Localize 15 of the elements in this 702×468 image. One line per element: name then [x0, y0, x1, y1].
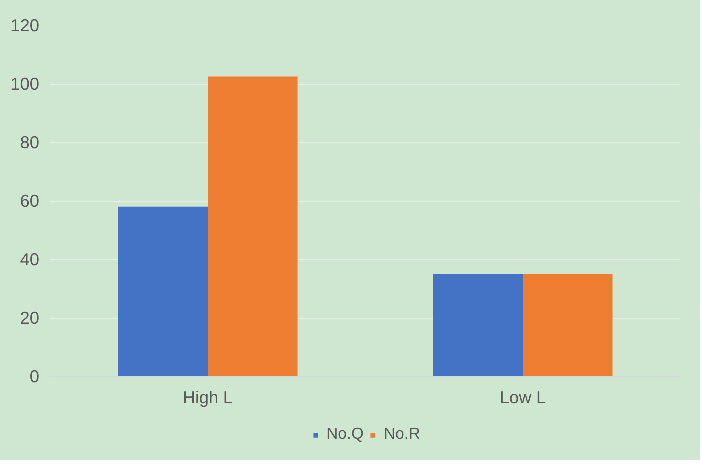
bar — [433, 274, 523, 376]
legend-label: No.R — [384, 426, 420, 444]
y-tick-label: 40 — [20, 250, 40, 270]
y-tick-label: 60 — [20, 191, 40, 211]
legend-label: No.Q — [326, 426, 364, 444]
y-tick-label: 20 — [20, 308, 40, 328]
y-tick-label: 100 — [10, 74, 40, 94]
x-tick-label: High L — [182, 388, 234, 408]
bar — [523, 274, 613, 376]
y-tick-label: 80 — [20, 132, 40, 152]
bar — [118, 206, 208, 376]
x-tick-label: Low L — [500, 388, 546, 408]
y-tick-label: 0 — [30, 366, 40, 386]
y-tick-label: 120 — [10, 16, 40, 36]
bar — [208, 76, 298, 376]
